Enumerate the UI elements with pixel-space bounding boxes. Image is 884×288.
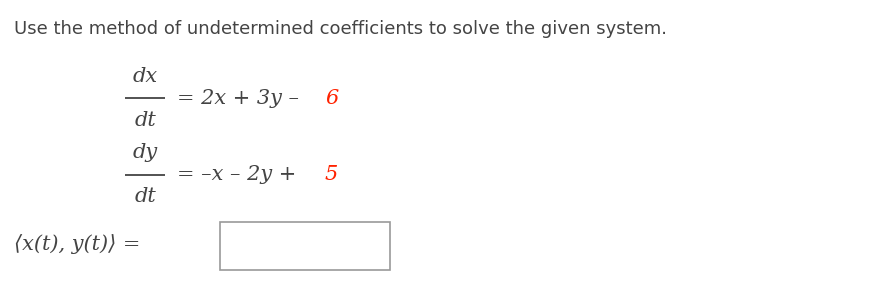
Text: dt: dt <box>134 111 156 130</box>
Text: ⟨x(t), y(t)⟩ =: ⟨x(t), y(t)⟩ = <box>14 234 141 254</box>
Text: 5: 5 <box>325 166 339 185</box>
Text: dx: dx <box>133 67 157 86</box>
Text: dy: dy <box>133 143 157 162</box>
Text: = –x – 2y +: = –x – 2y + <box>177 166 303 185</box>
Text: Use the method of undetermined coefficients to solve the given system.: Use the method of undetermined coefficie… <box>14 20 667 38</box>
Text: dt: dt <box>134 187 156 206</box>
Bar <box>220 222 390 270</box>
Text: = 2x + 3y –: = 2x + 3y – <box>177 88 306 107</box>
Text: 6: 6 <box>325 88 339 107</box>
